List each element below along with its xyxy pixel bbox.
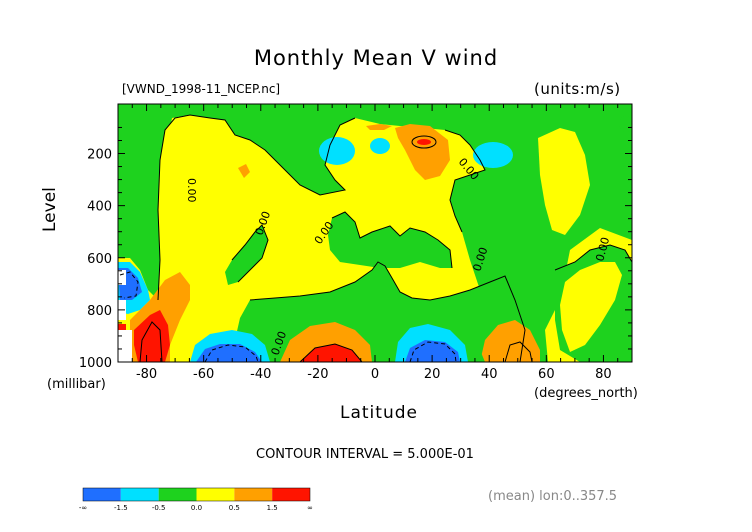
x-tick-label: 80 xyxy=(595,367,612,382)
field-orange-upper-2 xyxy=(366,124,392,130)
y-tick-label: 1000 xyxy=(79,356,112,371)
contour-zero-3 xyxy=(249,261,526,362)
colorbar-segment xyxy=(158,488,197,501)
colorbar-segment xyxy=(196,488,235,501)
x-tick-label: -40 xyxy=(250,367,271,382)
x-tick-label: -80 xyxy=(136,367,157,382)
contour-interval: CONTOUR INTERVAL = 5.000E-01 xyxy=(256,447,474,462)
colorbar-segment xyxy=(234,488,273,501)
x-axis-label: Latitude xyxy=(340,403,418,423)
colorbar-tick-label: -∞ xyxy=(79,504,87,512)
colorbar-tick-label: -0.5 xyxy=(152,504,166,512)
contour-field xyxy=(118,104,632,362)
field-blue-lower-1 xyxy=(196,344,262,362)
field-green-lower-gap xyxy=(468,350,485,362)
field-green-corner xyxy=(619,116,632,132)
footer-note: (mean) lon:0..357.5 xyxy=(488,489,618,504)
colorbar-segment xyxy=(83,488,121,501)
x-tick-label: -20 xyxy=(307,367,328,382)
contour-max-lower-2 xyxy=(504,341,533,362)
field-green-spot xyxy=(225,225,268,285)
contour-zero-6 xyxy=(231,224,269,283)
field-missing-3 xyxy=(118,330,132,362)
contour-label: 0.00 xyxy=(593,236,612,263)
colorbar: -∞ -1.5 -0.5 0.0 0.5 1.5 ∞ xyxy=(79,487,313,512)
field-red-edge xyxy=(118,324,126,330)
contour-negative xyxy=(119,271,457,362)
y-tick-label: 200 xyxy=(87,148,112,163)
contour-max-upper xyxy=(411,135,437,149)
contour-neg-1 xyxy=(204,344,259,362)
field-orange-tiny xyxy=(238,164,250,178)
chart-title: Monthly Mean V wind xyxy=(253,46,499,70)
field-cyan-upper-3 xyxy=(473,142,513,168)
contour-zero-5 xyxy=(554,244,632,271)
x-tick-label: 20 xyxy=(424,367,441,382)
contour-zero-4 xyxy=(331,211,453,269)
contour-zero-1 xyxy=(157,114,356,301)
y-axis-unit: (millibar) xyxy=(47,377,106,392)
contour-neg-2 xyxy=(409,341,457,362)
field-green-mid xyxy=(328,212,452,268)
field-yellow-island-1 xyxy=(165,115,195,252)
x-axis: -80 -60 -40 -20 0 20 40 60 80 xyxy=(117,104,633,382)
y-tick-label: 800 xyxy=(87,304,112,319)
x-tick-label: 40 xyxy=(481,367,498,382)
colorbar-frame xyxy=(82,487,311,502)
field-cyan-upper-1 xyxy=(319,137,355,165)
colorbar-tick-label: 0.0 xyxy=(191,504,202,512)
contour-neg-3 xyxy=(119,271,139,299)
field-missing-1 xyxy=(118,270,126,285)
colorbar-tick-label: -1.5 xyxy=(114,504,128,512)
colorbar-tick-label: 0.5 xyxy=(229,504,240,512)
contour-zero-2 xyxy=(444,129,486,233)
contour-lines xyxy=(139,114,632,362)
colorbar-tick-label: 1.5 xyxy=(267,504,278,512)
units-label: (units:m/s) xyxy=(534,80,621,98)
field-blue-lower-2 xyxy=(405,340,460,362)
contour-label: 0.00 xyxy=(185,178,198,203)
field-yellow-island-3 xyxy=(560,262,622,352)
field-red-upper xyxy=(417,139,431,145)
x-tick-label: -60 xyxy=(193,367,214,382)
field-orange-upper xyxy=(395,124,450,180)
dataset-label: [VWND_1998-11_NCEP.nc] xyxy=(122,82,281,96)
x-tick-label: 0 xyxy=(371,367,379,382)
x-tick-label: 60 xyxy=(538,367,555,382)
colorbar-segment xyxy=(272,488,310,501)
contour-max-lower-1 xyxy=(299,343,363,362)
y-axis: 1000 800 600 400 200 xyxy=(79,126,632,371)
x-axis-unit: (degrees_north) xyxy=(534,386,638,401)
y-tick-label: 400 xyxy=(87,200,112,215)
contour-max-lowerleft xyxy=(139,321,163,362)
colorbar-segment xyxy=(120,488,159,501)
y-tick-label: 600 xyxy=(87,252,112,267)
field-yellow-island-2 xyxy=(538,128,590,235)
colorbar-tick-label: ∞ xyxy=(307,504,313,512)
field-cyan-upper-2 xyxy=(370,138,390,154)
